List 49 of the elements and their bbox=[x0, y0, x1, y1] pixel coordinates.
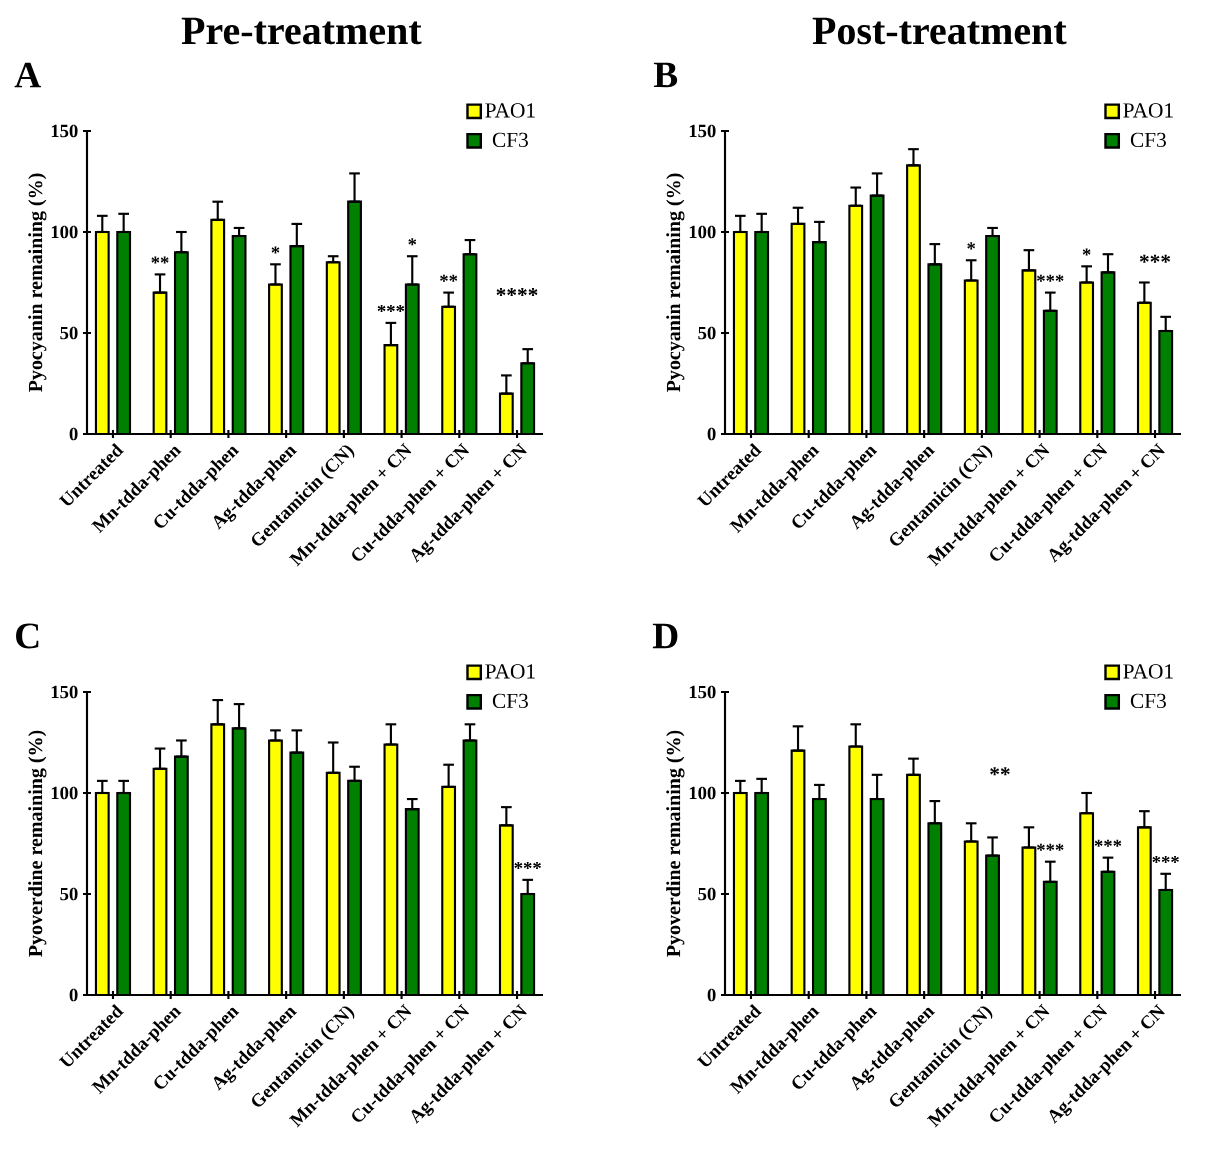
annotation: * bbox=[271, 246, 280, 254]
y-tick-label: 100 bbox=[51, 786, 78, 800]
y-axis-title: Pyocyanin remaining (%) bbox=[666, 173, 685, 392]
legend-label: CF3 bbox=[1130, 693, 1166, 709]
legend-label: PAO1 bbox=[485, 103, 535, 118]
annotation: * bbox=[408, 238, 417, 246]
y-axis-title: Pyocyanin remaining (%) bbox=[28, 173, 47, 392]
chart-title: Post-treatment bbox=[812, 17, 1067, 45]
chart-subtitle: B bbox=[653, 62, 678, 88]
chart-title: Pre-treatment bbox=[181, 17, 422, 45]
annotation: ** bbox=[990, 767, 1010, 776]
legend-label: CF3 bbox=[1130, 132, 1166, 148]
annotation: *** bbox=[377, 304, 405, 313]
y-tick-label: 150 bbox=[689, 124, 716, 138]
y-tick-label: 100 bbox=[689, 225, 716, 239]
annotation: *** bbox=[1094, 839, 1122, 847]
y-tick-label: 100 bbox=[51, 225, 78, 239]
legend-label: PAO1 bbox=[1123, 103, 1173, 118]
annotation: *** bbox=[1139, 254, 1171, 263]
y-tick-label: 150 bbox=[689, 685, 716, 699]
legend-label: CF3 bbox=[492, 132, 528, 148]
annotation: *** bbox=[514, 861, 541, 869]
y-axis-title: Pyoverdine remaining (%) bbox=[28, 730, 47, 957]
annotation: * bbox=[967, 242, 976, 250]
y-tick-label: 50 bbox=[698, 326, 716, 340]
annotation: *** bbox=[1152, 855, 1179, 863]
y-tick-label: 0 bbox=[69, 988, 78, 1002]
annotation: **** bbox=[496, 288, 538, 297]
y-tick-label: 0 bbox=[707, 427, 716, 441]
legend-label: PAO1 bbox=[485, 664, 535, 679]
legend-label: PAO1 bbox=[1123, 664, 1173, 679]
chart-subtitle: D bbox=[652, 623, 678, 649]
annotation: * bbox=[1082, 248, 1091, 256]
y-tick-label: 50 bbox=[60, 326, 78, 340]
annotation: *** bbox=[1037, 274, 1064, 282]
annotation: ** bbox=[151, 256, 169, 264]
y-tick-label: 0 bbox=[707, 988, 716, 1002]
annotation: ** bbox=[440, 274, 458, 282]
y-tick-label: 0 bbox=[69, 427, 78, 441]
chart-subtitle: C bbox=[16, 623, 39, 649]
annotation: *** bbox=[1037, 843, 1064, 851]
y-tick-label: 150 bbox=[51, 124, 78, 138]
y-tick-label: 50 bbox=[698, 887, 716, 901]
legend-label: CF3 bbox=[492, 693, 528, 709]
y-axis-title: Pyoverdine remaining (%) bbox=[666, 730, 685, 957]
chart-subtitle: A bbox=[14, 62, 41, 88]
y-tick-label: 150 bbox=[51, 685, 78, 699]
y-tick-label: 50 bbox=[60, 887, 78, 901]
y-tick-label: 100 bbox=[689, 786, 716, 800]
